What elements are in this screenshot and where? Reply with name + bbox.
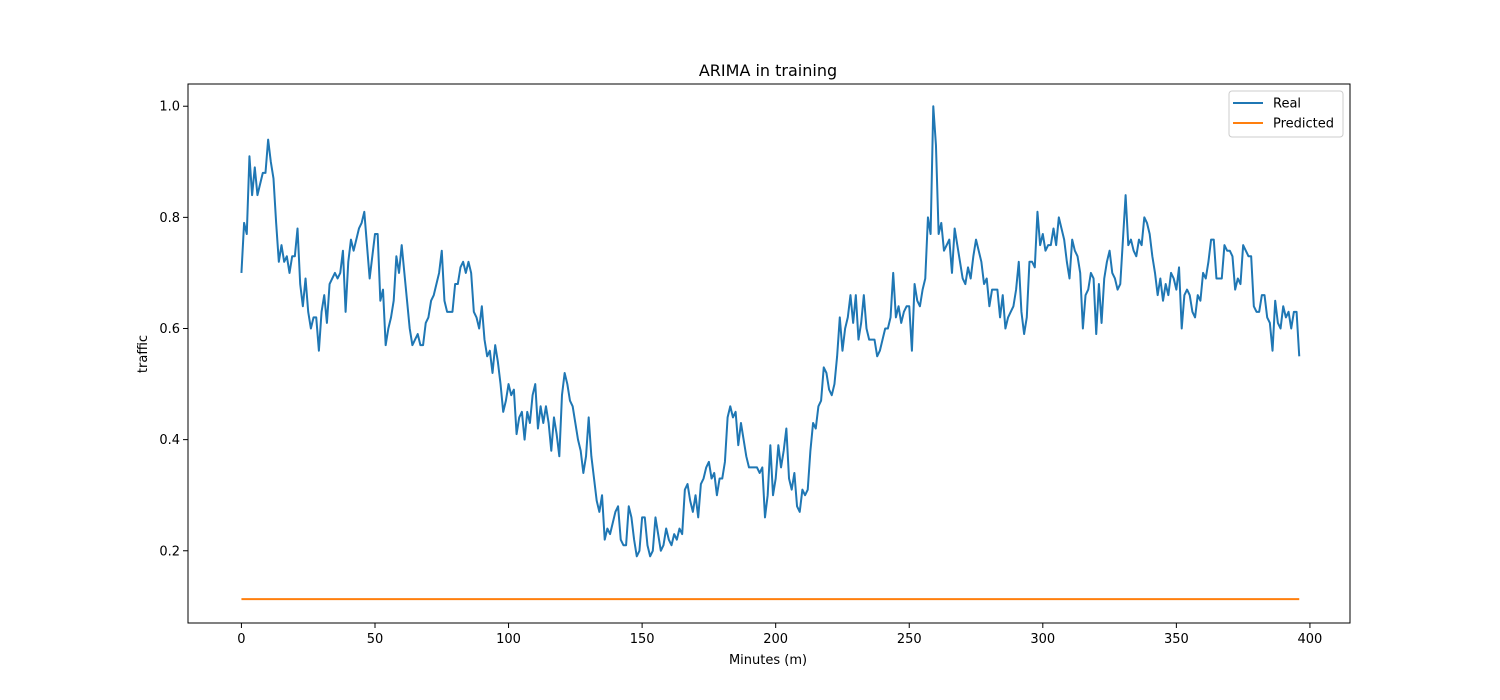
y-tick-label: 0.8 xyxy=(159,211,180,226)
legend-label-predicted: Predicted xyxy=(1273,117,1334,132)
y-tick-label: 0.4 xyxy=(159,433,180,448)
x-tick-label: 350 xyxy=(1164,632,1189,647)
plot-frame xyxy=(187,83,1351,624)
x-tick-label: 200 xyxy=(763,632,788,647)
y-tick-label: 0.6 xyxy=(159,322,180,337)
plot-area xyxy=(187,83,1351,624)
legend-label-real: Real xyxy=(1273,97,1301,112)
x-tick-label: 400 xyxy=(1298,632,1323,647)
x-tick-label: 100 xyxy=(496,632,521,647)
x-tick-label: 250 xyxy=(897,632,922,647)
legend: Real Predicted xyxy=(1228,90,1344,138)
y-axis-label: traffic xyxy=(136,335,151,373)
y-tick-label: 1.0 xyxy=(159,100,180,115)
x-axis: 0 50 100 150 200 250 300 350 400 xyxy=(237,623,1322,647)
x-tick-label: 150 xyxy=(630,632,655,647)
x-axis-label: Minutes (m) xyxy=(729,653,807,668)
chart-title: ARIMA in training xyxy=(699,61,837,80)
y-axis: 0.2 0.4 0.6 0.8 1.0 xyxy=(159,100,188,559)
x-tick-label: 0 xyxy=(237,632,245,647)
x-tick-label: 300 xyxy=(1030,632,1055,647)
y-tick-label: 0.2 xyxy=(159,544,180,559)
x-tick-label: 50 xyxy=(367,632,384,647)
series-line-real xyxy=(240,105,1301,558)
